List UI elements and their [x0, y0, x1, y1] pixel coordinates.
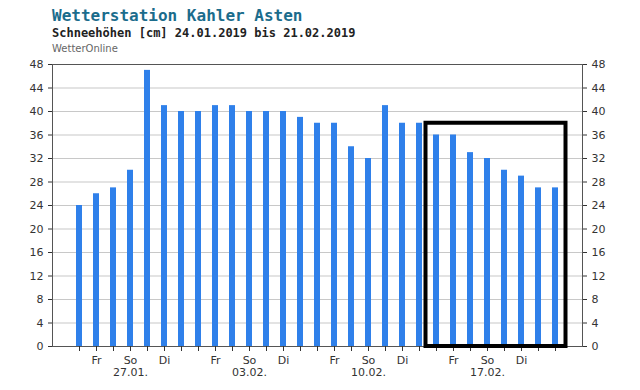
- svg-text:12: 12: [30, 270, 44, 283]
- svg-text:4: 4: [592, 317, 599, 330]
- svg-text:Fr: Fr: [448, 354, 459, 367]
- svg-text:32: 32: [592, 152, 606, 165]
- html-text:Schneehöhen [cm] 24.01.2019 bi: Schneehöhen [cm] 24.01.2019 bis 21.02.20…: [52, 26, 356, 40]
- svg-text:24: 24: [592, 199, 606, 212]
- svg-text:8: 8: [592, 293, 599, 306]
- svg-text:Di: Di: [278, 354, 290, 367]
- svg-text:So27.01.: So27.01.: [113, 354, 148, 379]
- svg-text:20: 20: [30, 223, 44, 236]
- svg-text:Di: Di: [516, 354, 528, 367]
- svg-text:16: 16: [592, 246, 606, 259]
- svg-text:Fr: Fr: [210, 354, 221, 367]
- svg-text:16: 16: [30, 246, 44, 259]
- svg-text:24: 24: [30, 199, 44, 212]
- svg-text:Di: Di: [159, 354, 171, 367]
- svg-text:So17.02.: So17.02.: [470, 354, 505, 379]
- html-text:WetterOnline: WetterOnline: [52, 43, 118, 54]
- svg-text:44: 44: [592, 82, 606, 95]
- svg-text:40: 40: [30, 105, 44, 118]
- svg-text:So03.02.: So03.02.: [232, 354, 267, 379]
- svg-text:Fr: Fr: [329, 354, 340, 367]
- svg-text:So10.02.: So10.02.: [351, 354, 386, 379]
- svg-text:36: 36: [592, 129, 606, 142]
- svg-text:48: 48: [592, 58, 606, 71]
- svg-text:28: 28: [30, 176, 44, 189]
- svg-text:48: 48: [30, 58, 44, 71]
- svg-text:4: 4: [37, 317, 44, 330]
- svg-text:28: 28: [592, 176, 606, 189]
- svg-text:Di: Di: [397, 354, 409, 367]
- svg-text:12: 12: [592, 270, 606, 283]
- svg-text:40: 40: [592, 105, 606, 118]
- svg-text:20: 20: [592, 223, 606, 236]
- html-text:Wetterstation Kahler Asten: Wetterstation Kahler Asten: [52, 6, 303, 25]
- svg-text:36: 36: [30, 129, 44, 142]
- svg-text:Fr: Fr: [91, 354, 102, 367]
- svg-text:44: 44: [30, 82, 44, 95]
- svg-text:32: 32: [30, 152, 44, 165]
- svg-text:8: 8: [37, 293, 44, 306]
- svg-text:0: 0: [592, 340, 599, 353]
- svg-text:0: 0: [37, 340, 44, 353]
